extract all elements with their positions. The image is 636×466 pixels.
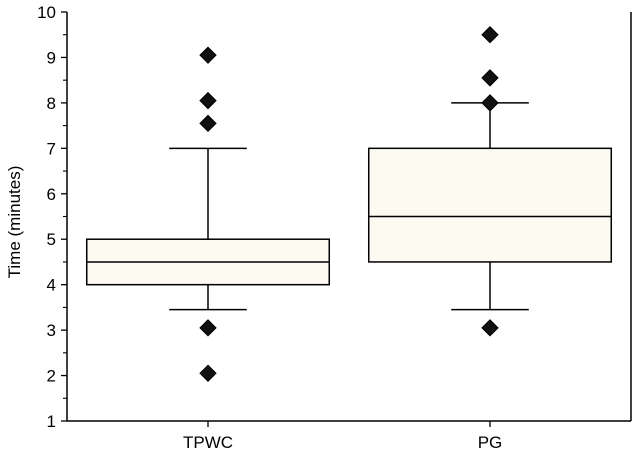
- outlier-point: [481, 94, 499, 112]
- boxes: [85, 102, 613, 311]
- outlier-point: [199, 46, 217, 64]
- outliers: [199, 26, 499, 382]
- y-tick-label: 3: [47, 321, 56, 340]
- y-ticks: 1 2 3 4 5 6 7 8 9 10: [37, 3, 67, 431]
- y-tick-label: 9: [47, 48, 56, 67]
- y-axis-label: Time (minutes): [5, 166, 24, 279]
- y-tick-label: 6: [47, 185, 56, 204]
- outlier-point: [199, 319, 217, 337]
- outlier-point: [481, 319, 499, 337]
- y-tick-label: 1: [47, 412, 56, 431]
- y-tick-label: 10: [37, 3, 56, 22]
- x-tick-label-pg: PG: [478, 433, 503, 452]
- y-tick-label: 5: [47, 230, 56, 249]
- outlier-point: [481, 26, 499, 44]
- y-tick-label: 2: [47, 367, 56, 386]
- outlier-point: [199, 364, 217, 382]
- y-tick-label: 7: [47, 139, 56, 158]
- x-tick-label-tpwc: TPWC: [183, 433, 233, 452]
- outlier-point: [481, 69, 499, 87]
- outlier-point: [199, 91, 217, 110]
- iqr-box: [367, 147, 613, 263]
- outlier-point: [199, 114, 217, 133]
- box-tpwc: [85, 147, 331, 311]
- box-pg: [367, 102, 613, 311]
- x-tick-labels: TPWC PG: [183, 421, 502, 452]
- y-tick-label: 4: [47, 276, 56, 295]
- y-tick-label: 8: [47, 94, 56, 113]
